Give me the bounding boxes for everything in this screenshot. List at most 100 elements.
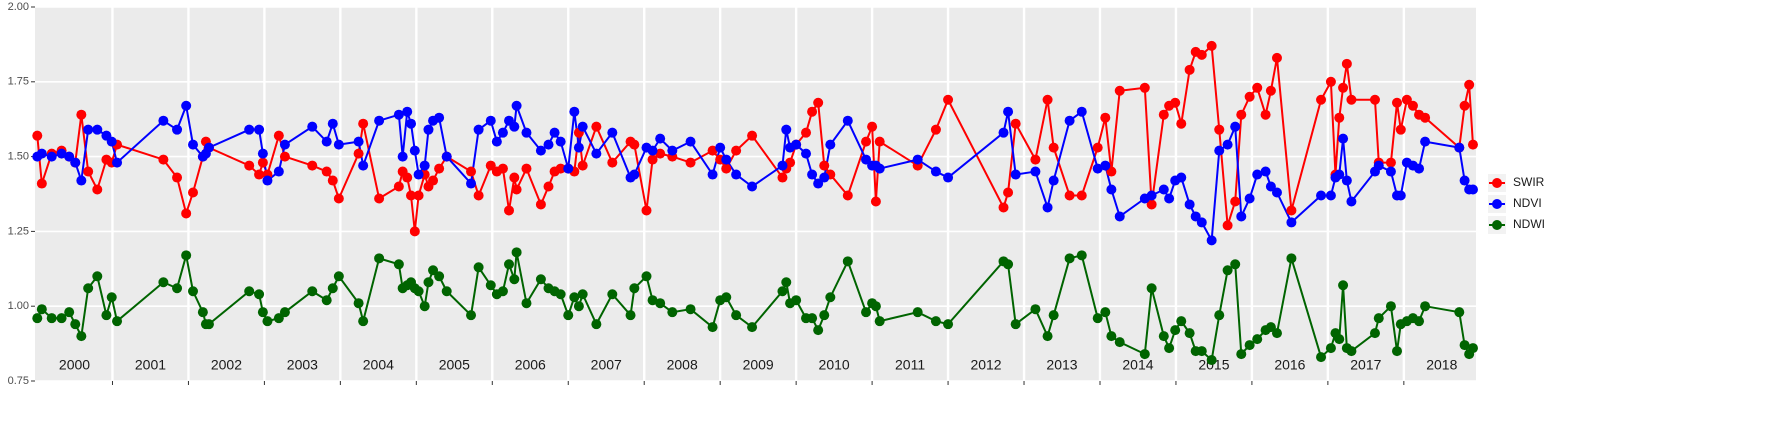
data-point [747,130,758,141]
data-point [1271,187,1282,198]
data-point [912,307,923,318]
data-point [1230,121,1241,132]
data-point [629,139,640,150]
data-point [1467,343,1478,354]
data-point [413,286,424,297]
data-point [747,322,758,333]
data-point [393,259,404,270]
data-point [1158,109,1169,120]
data-point [254,169,265,180]
legend-label: SWIR [1513,175,1545,189]
data-point [721,154,732,165]
data-point [813,97,824,108]
data-point [1092,142,1103,153]
data-point [1334,169,1345,180]
data-point [569,292,580,303]
data-point [801,148,812,159]
data-point [106,136,117,147]
x-tick-label: 2016 [1274,357,1305,373]
data-point [861,307,872,318]
x-tick-label: 2000 [59,357,90,373]
y-tick-label: 2.00 [8,1,29,13]
data-point [998,127,1009,138]
data-point [1010,118,1021,129]
data-point [1176,316,1187,327]
data-point [1325,76,1336,87]
data-point [1003,259,1014,270]
data-point [413,190,424,201]
data-point [535,145,546,156]
data-point [912,154,923,165]
data-point [64,307,75,318]
data-point [423,124,434,135]
data-point [1244,193,1255,204]
data-point [1346,94,1357,105]
data-point [1459,175,1470,186]
data-point [1146,283,1157,294]
data-point [92,184,103,195]
data-point [1244,340,1255,351]
data-point [1106,331,1117,342]
data-point [76,331,87,342]
data-point [485,115,496,126]
data-point [1420,136,1431,147]
data-point [1100,160,1111,171]
data-point [1164,193,1175,204]
data-point [930,166,941,177]
data-point [870,196,881,207]
data-point [1286,253,1297,264]
data-point [777,286,788,297]
data-point [36,304,47,315]
data-point [1158,331,1169,342]
data-point [1214,145,1225,156]
data-point [655,133,666,144]
data-point [158,154,169,165]
data-point [1206,40,1217,51]
data-point [358,160,369,171]
data-point [423,277,434,288]
data-point [1385,166,1396,177]
data-point [419,301,430,312]
data-point [874,163,885,174]
data-point [1334,112,1345,123]
data-point [577,121,588,132]
data-point [1338,280,1349,291]
data-point [32,313,43,324]
data-point [777,160,788,171]
x-tick-label: 2004 [363,357,394,373]
data-point [1420,301,1431,312]
data-point [1244,91,1255,102]
data-point [577,289,588,300]
data-point [731,145,742,156]
data-point [1139,349,1150,360]
data-point [1391,97,1402,108]
data-point [842,115,853,126]
data-point [825,139,836,150]
data-point [1214,310,1225,321]
data-point [655,298,666,309]
data-point [930,316,941,327]
x-tick-label: 2008 [667,357,698,373]
data-point [1176,118,1187,129]
data-point [511,247,522,258]
data-point [413,169,424,180]
data-point [1114,337,1125,348]
data-point [1030,166,1041,177]
data-point [1271,52,1282,63]
data-point [1395,124,1406,135]
data-point [685,136,696,147]
data-point [1206,355,1217,366]
data-point [1346,196,1357,207]
data-point [56,313,67,324]
data-point [106,292,117,303]
data-point [647,295,658,306]
data-point [409,145,420,156]
data-point [406,118,417,129]
data-point [203,142,214,153]
data-point [83,283,94,294]
data-point [279,307,290,318]
data-point [434,163,445,174]
data-point [1286,217,1297,228]
data-point [1196,49,1207,60]
